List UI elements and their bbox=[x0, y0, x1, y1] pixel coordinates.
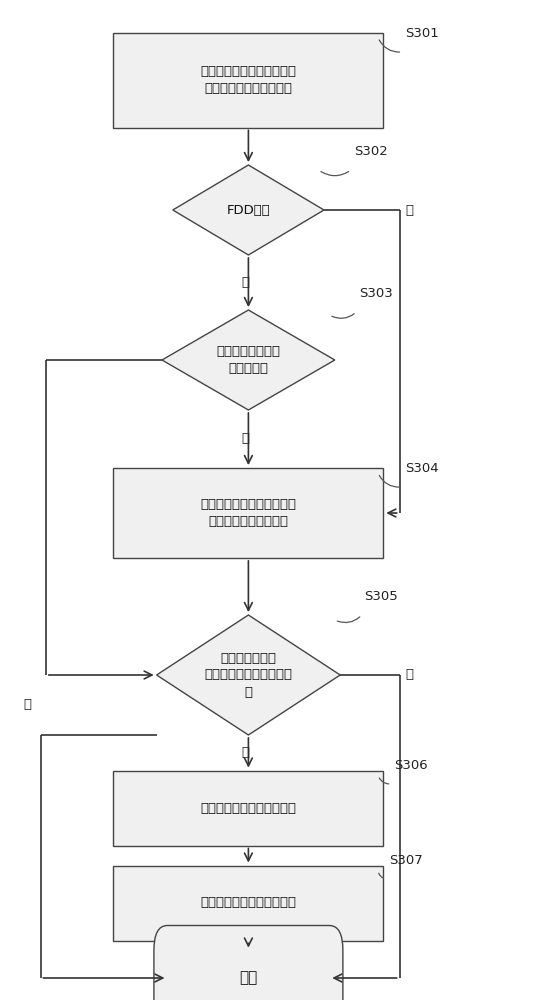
Text: 否: 否 bbox=[242, 276, 249, 289]
Text: 结束: 结束 bbox=[239, 970, 258, 986]
Text: 是: 是 bbox=[405, 668, 413, 682]
Text: 是: 是 bbox=[242, 432, 249, 446]
Polygon shape bbox=[162, 310, 335, 410]
Polygon shape bbox=[173, 165, 324, 255]
Text: 执行接收和译码流程，确定
物理下行控制域时域跨度: 执行接收和译码流程，确定 物理下行控制域时域跨度 bbox=[200, 65, 296, 95]
Polygon shape bbox=[157, 615, 340, 735]
Text: S303: S303 bbox=[359, 287, 393, 300]
Text: S301: S301 bbox=[405, 27, 438, 40]
Text: S306: S306 bbox=[394, 759, 428, 772]
Text: S302: S302 bbox=[354, 145, 388, 158]
Text: FDD制式: FDD制式 bbox=[226, 204, 271, 217]
Text: S307: S307 bbox=[389, 854, 423, 867]
Text: 确定物理下行控制域闲置资
源数目和时频资源位置: 确定物理下行控制域闲置资 源数目和时频资源位置 bbox=[200, 498, 296, 528]
Text: 是: 是 bbox=[405, 204, 413, 217]
FancyBboxPatch shape bbox=[113, 770, 383, 846]
Text: 已知有效的上下行
子帧配置号: 已知有效的上下行 子帧配置号 bbox=[217, 345, 280, 375]
FancyBboxPatch shape bbox=[113, 32, 383, 127]
Text: 物理下行控制域
闲置资源数目小于预设门
限: 物理下行控制域 闲置资源数目小于预设门 限 bbox=[205, 652, 292, 698]
FancyBboxPatch shape bbox=[113, 468, 383, 558]
Text: 否: 否 bbox=[23, 698, 31, 711]
Text: 否: 否 bbox=[242, 746, 249, 759]
Text: 执行下行控制信息盲检流程: 执行下行控制信息盲检流程 bbox=[200, 896, 296, 910]
Text: S305: S305 bbox=[364, 590, 399, 603]
Text: S304: S304 bbox=[405, 462, 438, 475]
Text: 解出下行控制信息盲检指示: 解出下行控制信息盲检指示 bbox=[200, 802, 296, 814]
FancyBboxPatch shape bbox=[113, 865, 383, 940]
FancyBboxPatch shape bbox=[154, 926, 343, 1000]
